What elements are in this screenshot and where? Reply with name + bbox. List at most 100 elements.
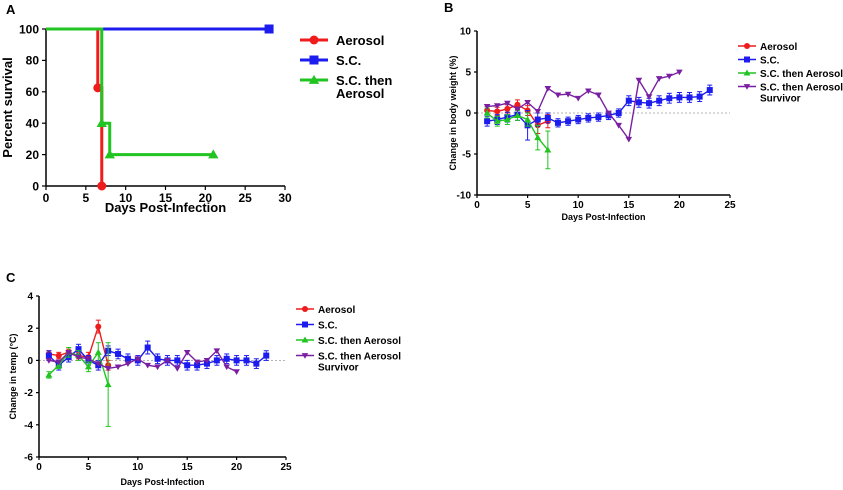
data-point [514, 101, 521, 108]
data-point [213, 348, 221, 355]
data-point [75, 354, 82, 361]
data-point [676, 94, 683, 101]
data-point [55, 352, 62, 359]
data-point [504, 105, 511, 112]
data-point [595, 92, 602, 99]
data-point [534, 116, 541, 123]
data-point [676, 69, 683, 76]
data-point [95, 323, 102, 330]
data-point [193, 359, 201, 366]
legend-marker [308, 74, 320, 84]
panel-label: C [6, 270, 16, 285]
data-point [124, 361, 132, 367]
x-tick-label: 0 [474, 200, 480, 211]
data-point [134, 356, 142, 363]
y-tick-label: 2 [27, 324, 33, 335]
legend-label: Aerosol [760, 42, 797, 53]
data-point [706, 87, 713, 94]
x-axis-label: Days Post-Infection [561, 212, 645, 222]
data-point [635, 99, 642, 106]
data-point [104, 149, 115, 159]
data-point [514, 106, 521, 113]
data-point [104, 381, 112, 388]
y-tick-label: 5 [465, 68, 471, 79]
x-tick-label: 10 [119, 191, 133, 205]
legend-label: Aerosol [336, 86, 384, 101]
data-point [223, 364, 231, 371]
y-tick-label: 0 [32, 179, 39, 193]
series-line [46, 27, 104, 186]
x-tick-label: 5 [86, 462, 92, 473]
data-point [263, 352, 270, 359]
data-point [183, 349, 191, 356]
data-point [646, 100, 653, 107]
y-tick-label: -2 [24, 388, 33, 399]
data-point [565, 118, 572, 125]
legend-marker [309, 35, 319, 45]
data-point [493, 103, 501, 109]
legend-label: S.C. then Aerosol [760, 82, 843, 93]
data-point [554, 92, 562, 99]
legend-label: S.C. then [336, 73, 392, 88]
data-point [164, 358, 171, 364]
legend-label: S.C. [336, 53, 361, 68]
data-point [534, 134, 542, 141]
series-sc-then-aerosol [46, 27, 219, 159]
panel-label: A [6, 2, 16, 17]
data-point [154, 355, 161, 362]
x-tick-label: 5 [82, 191, 89, 205]
data-point [504, 100, 511, 107]
series-line [46, 27, 214, 157]
data-point [114, 364, 122, 371]
data-point [666, 95, 673, 102]
data-point [104, 366, 112, 372]
y-tick-label: 80 [26, 54, 40, 68]
data-point [174, 357, 181, 364]
data-point [686, 94, 693, 101]
data-point [45, 358, 53, 364]
y-tick-label: 0 [27, 356, 33, 367]
x-tick-label: 30 [278, 191, 292, 205]
legend-marker [744, 56, 750, 63]
data-point [203, 358, 211, 364]
y-tick-label: 4 [27, 292, 33, 303]
legend-item: Aerosol [296, 305, 355, 316]
data-point [97, 181, 107, 191]
x-tick-label: 25 [724, 200, 736, 211]
y-tick-label: 60 [26, 85, 40, 99]
data-point [55, 359, 63, 366]
data-point [615, 110, 622, 116]
data-point [45, 352, 52, 359]
legend-marker [301, 353, 309, 359]
x-tick-label: 20 [674, 200, 686, 211]
legend-label: S.C. then Aerosol [760, 69, 843, 80]
data-point [585, 114, 592, 121]
data-point [534, 108, 542, 115]
data-point [554, 119, 561, 126]
x-tick-label: 10 [132, 462, 144, 473]
chart-panel-c: C 0 5 10 15 20 25 -6 -4 -2 0 2 4 Days Post-Infection C… [6, 270, 401, 487]
x-axis-label: Days Post-Infection [120, 477, 204, 487]
x-axis-label: Days Post-Infection [105, 200, 226, 215]
data-point [494, 108, 501, 115]
y-tick-label: -5 [462, 150, 471, 161]
x-tick-label: 5 [525, 200, 531, 211]
x-tick-label: 15 [623, 200, 635, 211]
data-point [75, 346, 82, 353]
legend-marker [743, 84, 751, 90]
data-point [615, 122, 622, 129]
data-point [184, 362, 191, 369]
data-point [625, 136, 633, 143]
legend-label: S.C. then Aerosol [318, 351, 401, 362]
legend-marker [301, 336, 309, 343]
y-tick-label: -10 [457, 191, 472, 202]
data-point [174, 366, 181, 372]
data-point [574, 95, 582, 102]
series-survivor [45, 348, 240, 375]
data-point [655, 76, 663, 82]
x-tick-label: 20 [231, 462, 243, 473]
